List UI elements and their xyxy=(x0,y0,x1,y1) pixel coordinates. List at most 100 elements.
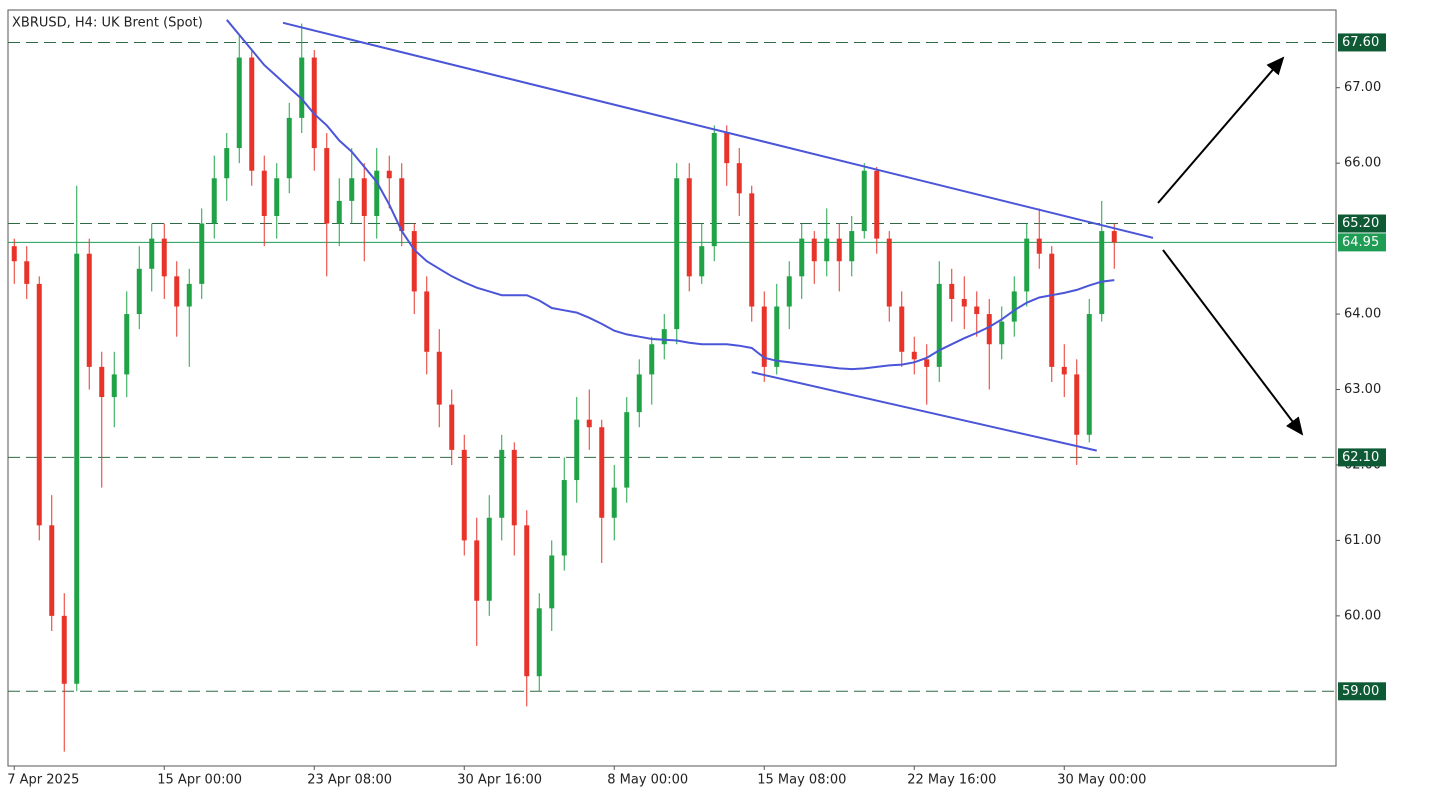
y-tick-label: 60.00 xyxy=(1344,608,1381,623)
candle-body xyxy=(36,283,42,526)
down-arrow xyxy=(1162,249,1304,436)
y-tick-label: 61.00 xyxy=(1344,533,1381,548)
candle-body xyxy=(849,231,855,262)
candle-body xyxy=(836,238,842,262)
candle-body xyxy=(961,298,967,307)
candle-body xyxy=(374,170,380,216)
candle-body xyxy=(399,178,405,232)
candle-body xyxy=(499,449,505,518)
x-tick-label: 22 May 16:00 xyxy=(907,773,996,788)
candle-body xyxy=(749,193,755,307)
candle-body xyxy=(936,283,942,367)
candle-body xyxy=(636,374,642,413)
candle-body xyxy=(161,238,167,277)
candle-body xyxy=(61,615,67,684)
candle-body xyxy=(436,351,442,405)
up-arrow xyxy=(1157,56,1285,204)
x-tick-label: 8 May 00:00 xyxy=(607,773,688,788)
trendline xyxy=(751,371,1097,452)
trendline xyxy=(282,21,1154,239)
candle-body xyxy=(261,170,267,216)
candle-body xyxy=(486,517,492,601)
candle-body xyxy=(11,246,17,262)
candle-body xyxy=(911,351,917,360)
candle-body xyxy=(236,57,242,149)
candle-body xyxy=(699,246,705,277)
candle-body xyxy=(86,253,92,367)
candle-body xyxy=(1086,314,1092,435)
candle-body xyxy=(149,238,155,269)
candle-body xyxy=(511,449,517,526)
candle-body xyxy=(1111,231,1117,243)
candle-body xyxy=(1036,238,1042,254)
candle-body xyxy=(386,170,392,179)
candle-body xyxy=(861,170,867,232)
level-label: 65.20 xyxy=(1342,216,1379,231)
candle-body xyxy=(211,178,217,224)
y-tick-label: 63.00 xyxy=(1344,382,1381,397)
candle-body xyxy=(199,223,205,284)
candle-body xyxy=(874,170,880,239)
candle-body xyxy=(674,178,680,330)
candle-body xyxy=(336,200,342,224)
candle-body xyxy=(999,321,1005,345)
candle-body xyxy=(586,419,592,428)
candle-body xyxy=(949,283,955,299)
candle-body xyxy=(549,555,555,609)
y-tick-label: 67.00 xyxy=(1344,80,1381,95)
candle-body xyxy=(1061,366,1067,375)
candle-body xyxy=(761,306,767,367)
candle-body xyxy=(274,178,280,216)
candle-body xyxy=(824,238,830,262)
x-tick-label: 7 Apr 2025 xyxy=(7,773,79,788)
candle-body xyxy=(686,178,692,277)
candle-body xyxy=(599,427,605,518)
candle-body xyxy=(324,148,330,224)
candle-body xyxy=(811,238,817,262)
candle-body xyxy=(724,132,730,164)
candle-body xyxy=(1099,231,1105,315)
candle-body xyxy=(174,276,180,307)
candle-body xyxy=(561,480,567,556)
candle-body xyxy=(786,276,792,307)
x-tick-label: 15 May 08:00 xyxy=(757,773,846,788)
level-label: 64.95 xyxy=(1342,235,1379,250)
candle-body xyxy=(1024,238,1030,292)
plot-frame xyxy=(7,9,1337,767)
level-label-box xyxy=(1338,214,1386,233)
candle-body xyxy=(474,540,480,601)
candle-body xyxy=(986,314,992,345)
candle-body xyxy=(224,148,230,179)
candle-body xyxy=(24,261,30,284)
candle-body xyxy=(349,178,355,201)
candle-body xyxy=(799,238,805,277)
candle-body xyxy=(736,163,742,194)
candle-body xyxy=(99,366,105,398)
candle-body xyxy=(774,306,780,367)
candle-body xyxy=(924,359,930,367)
moving-average xyxy=(226,19,1115,371)
level-label: 67.60 xyxy=(1342,35,1379,50)
level-label-box xyxy=(1338,233,1386,252)
candle-body xyxy=(49,525,55,616)
candle-body xyxy=(1011,291,1017,322)
candle-body xyxy=(624,412,630,488)
candle-body xyxy=(424,291,430,352)
candle-body xyxy=(186,283,192,307)
candle-body xyxy=(311,57,317,149)
candle-body xyxy=(974,306,980,315)
candle-body xyxy=(136,268,142,315)
candle-body xyxy=(1074,374,1080,435)
x-tick-label: 15 Apr 00:00 xyxy=(157,773,242,788)
candle-body xyxy=(249,57,255,171)
x-tick-label: 23 Apr 08:00 xyxy=(307,773,392,788)
x-tick-label: 30 May 00:00 xyxy=(1057,773,1146,788)
candle-body xyxy=(411,231,417,292)
candle-body xyxy=(124,314,130,375)
candle-body xyxy=(361,178,367,216)
level-label-box xyxy=(1338,682,1386,701)
candle-body xyxy=(574,419,580,481)
chart-title: XBRUSD, H4: UK Brent (Spot) xyxy=(12,16,203,31)
level-label-box xyxy=(1338,33,1386,52)
